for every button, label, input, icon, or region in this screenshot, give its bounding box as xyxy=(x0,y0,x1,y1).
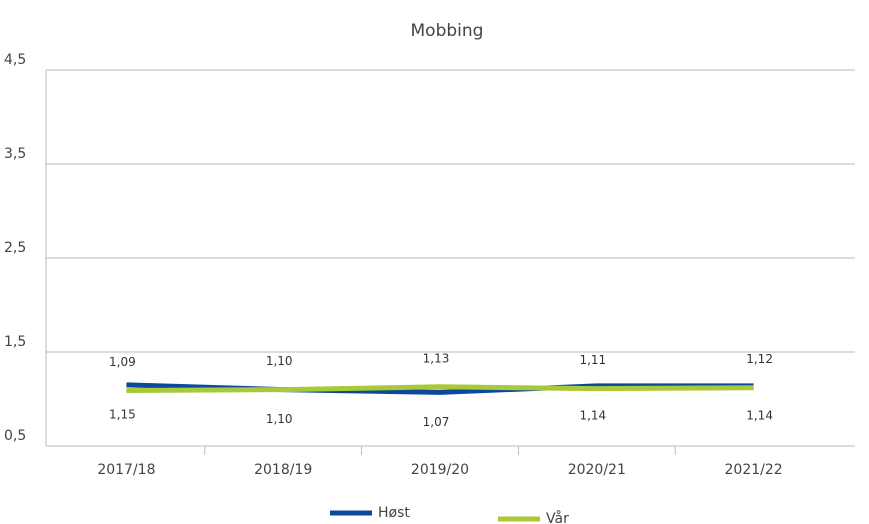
data-label: 1,14 xyxy=(579,408,606,422)
data-label: 1,10 xyxy=(266,412,293,426)
y-tick-label: 2,5 xyxy=(4,240,26,256)
legend-label: Høst xyxy=(378,505,410,521)
y-tick-label: 4,5 xyxy=(4,52,26,68)
y-tick-label: 1,5 xyxy=(4,334,26,350)
x-tick-label: 2019/20 xyxy=(411,462,469,478)
x-tick-label: 2021/22 xyxy=(725,462,783,478)
data-label: 1,12 xyxy=(746,352,773,366)
data-label: 1,10 xyxy=(266,354,293,368)
y-tick-label: 0,5 xyxy=(4,428,26,444)
data-label: 1,13 xyxy=(423,351,450,365)
legend-label: Vår xyxy=(546,510,569,524)
x-tick-label: 2020/21 xyxy=(568,462,626,478)
y-tick-label: 3,5 xyxy=(4,146,26,162)
data-label: 1,09 xyxy=(109,355,136,369)
chart-title: Mobbing xyxy=(411,21,484,41)
x-tick-label: 2018/19 xyxy=(254,462,312,478)
line xyxy=(126,384,754,394)
data-label: 1,07 xyxy=(423,415,450,429)
data-label: 1,15 xyxy=(109,407,136,421)
data-label: 1,14 xyxy=(746,408,773,422)
data-label: 1,11 xyxy=(579,353,606,367)
x-tick-label: 2017/18 xyxy=(97,462,155,478)
